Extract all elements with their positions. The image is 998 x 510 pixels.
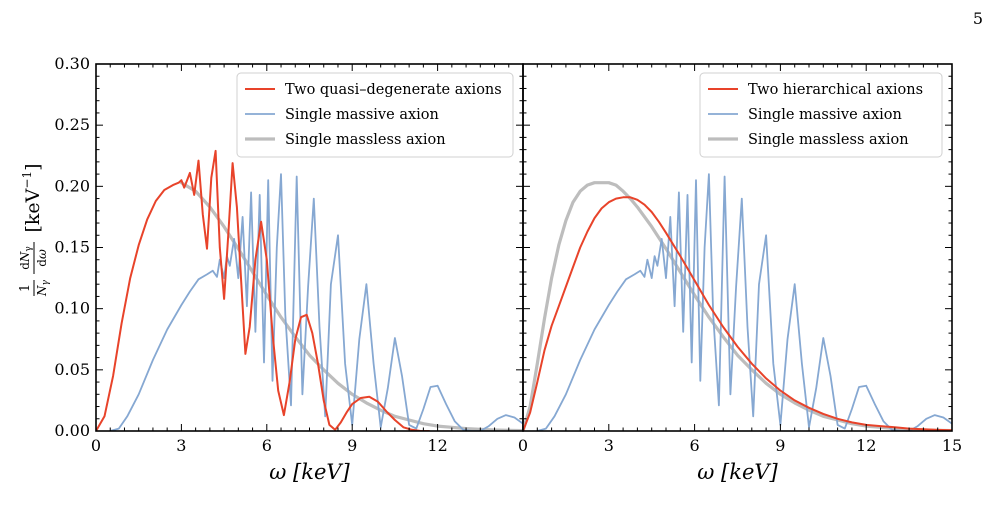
left-x-axis-label: ω [keV] (269, 460, 350, 484)
y-tick-label: 0.10 (54, 299, 90, 318)
svg-text:[keV−1]: [keV−1] (20, 163, 44, 232)
left-x-tick-label: 6 (262, 436, 272, 455)
right-legend-box (699, 72, 943, 158)
svg-text:dω: dω (35, 249, 49, 267)
y-axis-label: 1 Nγ dNγ dω [keV−1] (18, 163, 51, 296)
y-tick-label: 0.00 (54, 421, 90, 440)
right-legend-label-single-massless-axion: Single massless axion (748, 132, 909, 148)
left-legend-label-two-quasi-degenerate-axions: Two quasi–degenerate axions (285, 82, 502, 98)
left-x-tick-label: 9 (347, 436, 357, 455)
left-x-tick-label: 0 (91, 436, 101, 455)
y-tick-label: 0.05 (54, 360, 90, 379)
y-tick-label: 0.30 (54, 54, 90, 73)
right-x-tick-label: 3 (604, 436, 614, 455)
left-series-single-massive-axion (109, 173, 523, 431)
right-x-tick-label: 12 (856, 436, 876, 455)
y-tick-label: 0.15 (54, 238, 90, 257)
left-series-two-quasi-degenerate-axions (96, 149, 431, 431)
left-legend-label-single-massive-axion: Single massive axion (285, 107, 439, 123)
right-x-tick-label: 6 (690, 436, 700, 455)
svg-text:Nγ: Nγ (35, 279, 51, 297)
right-legend: Two hierarchical axions Single massive ax… (699, 72, 943, 158)
left-legend-label-single-massless-axion: Single massless axion (285, 132, 446, 148)
right-legend-label-two-hierarchical-axions: Two hierarchical axions (748, 82, 923, 98)
left-x-tick-label: 3 (176, 436, 186, 455)
left-legend: Two quasi–degenerate axions Single massiv… (236, 72, 514, 158)
right-series-single-massless-axion (523, 181, 952, 431)
right-x-tick-label: 9 (775, 436, 785, 455)
left-legend-box (236, 72, 514, 158)
right-series-two-hierarchical-axions (523, 196, 952, 431)
svg-text:dNγ: dNγ (18, 246, 34, 270)
right-x-tick-label: 15 (942, 436, 962, 455)
right-x-tick-label: 0 (518, 436, 528, 455)
left-x-tick-label: 12 (427, 436, 447, 455)
right-legend-label-single-massive-axion: Single massive axion (748, 107, 902, 123)
svg-text:1: 1 (18, 284, 33, 292)
page-number: 5 (973, 9, 983, 28)
y-tick-label: 0.20 (54, 176, 90, 195)
right-series-single-massive-axion (536, 173, 952, 431)
y-tick-label: 0.25 (54, 115, 90, 134)
right-panel: 0 3 6 9 12 15 ω [keV] Two hierarchical axions Si… (518, 63, 962, 484)
left-series-single-massless-axion (179, 181, 523, 431)
left-panel: 0 3 6 9 12 0.00 0.05 0.10 0.15 0.20 0.25 0.30 ω [keV… (54, 54, 524, 484)
right-x-axis-label: ω [keV] (697, 460, 778, 484)
